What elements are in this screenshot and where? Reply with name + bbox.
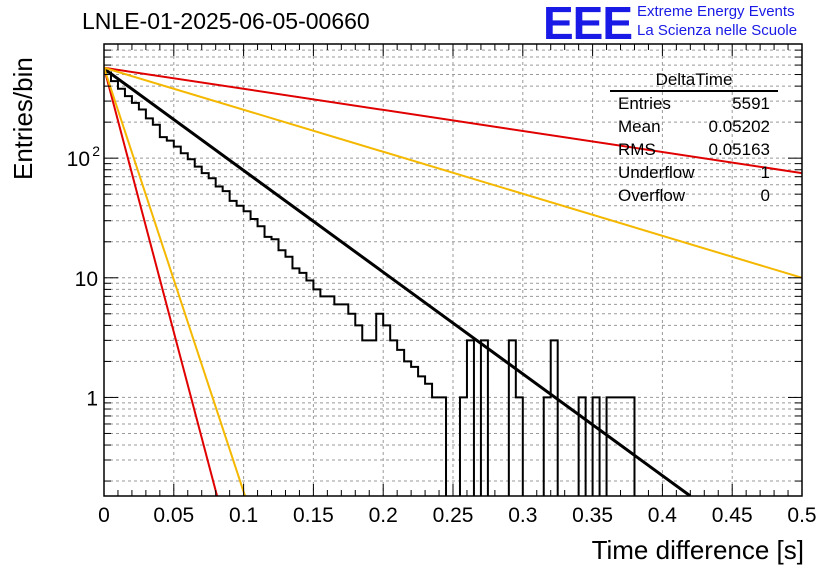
x-axis-label: Time difference [s] — [591, 535, 804, 565]
x-tick-label: 0.15 — [293, 504, 334, 527]
reference-line — [104, 67, 219, 496]
x-tick-label: 0.25 — [433, 504, 474, 527]
stats-row: Entries 5591 — [610, 92, 778, 115]
y-tick-label-exponent: 2 — [92, 143, 100, 159]
logo-line-2: La Scienza nelle Scuole — [637, 22, 798, 39]
stats-row: Overflow 0 — [610, 184, 778, 207]
stats-row: Underflow 1 — [610, 161, 778, 184]
stats-value: 5591 — [732, 94, 770, 113]
stats-box: DeltaTime Entries 5591 Mean 0.05202 RMS … — [610, 70, 778, 207]
stats-value: 0.05163 — [708, 140, 770, 159]
fit-line — [104, 67, 692, 496]
y-tick-label: 10 — [75, 268, 98, 291]
reference-line — [104, 67, 246, 496]
x-tick-label: 0.05 — [153, 504, 194, 527]
histogram-steps — [104, 71, 636, 496]
x-tick-label: 0.2 — [369, 504, 398, 527]
x-tick-label: 0.1 — [229, 504, 258, 527]
x-tick-label: 0.3 — [508, 504, 537, 527]
x-tick-label: 0 — [98, 504, 110, 527]
reference-line — [104, 66, 802, 175]
logo-line-1: Extreme Energy Events — [637, 3, 795, 20]
y-axis-label: Entries/bin — [8, 57, 38, 180]
stats-value: 0 — [760, 186, 770, 205]
stats-value: 0.05202 — [708, 117, 770, 136]
stats-row: Mean 0.05202 — [610, 115, 778, 138]
reference-line — [104, 66, 802, 279]
stats-label: RMS — [618, 140, 656, 159]
stats-label: Overflow — [618, 186, 686, 205]
x-tick-label: 0.4 — [648, 504, 678, 527]
stats-label: Underflow — [618, 163, 695, 182]
x-tick-label: 0.35 — [572, 504, 613, 527]
y-tick-label: 10 — [67, 148, 90, 171]
eee-logo: EEE — [543, 0, 633, 49]
stats-title: DeltaTime — [610, 70, 778, 92]
x-tick-label: 0.45 — [712, 504, 753, 527]
stats-row: RMS 0.05163 — [610, 138, 778, 161]
chart-title: LNLE-01-2025-06-05-00660 — [82, 8, 370, 34]
stats-label: Mean — [618, 117, 661, 136]
y-tick-label: 1 — [86, 387, 98, 410]
stats-label: Entries — [618, 94, 671, 113]
x-tick-label: 0.5 — [787, 504, 816, 527]
stats-value: 1 — [760, 163, 770, 182]
